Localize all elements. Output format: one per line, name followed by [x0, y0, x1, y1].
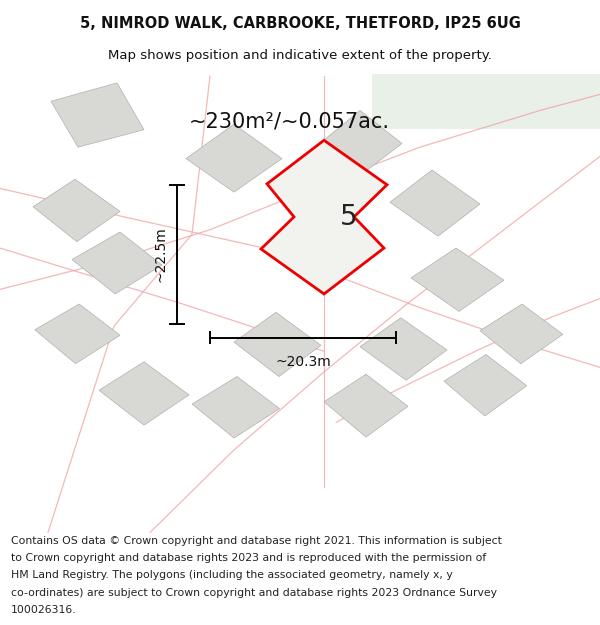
Polygon shape [234, 312, 321, 376]
Polygon shape [261, 140, 387, 294]
Bar [372, 74, 600, 129]
Polygon shape [411, 248, 504, 311]
Polygon shape [72, 232, 162, 294]
Text: Map shows position and indicative extent of the property.: Map shows position and indicative extent… [108, 49, 492, 62]
Polygon shape [186, 124, 282, 192]
Text: HM Land Registry. The polygons (including the associated geometry, namely x, y: HM Land Registry. The polygons (includin… [11, 571, 452, 581]
Polygon shape [360, 318, 447, 380]
Text: 5, NIMROD WALK, CARBROOKE, THETFORD, IP25 6UG: 5, NIMROD WALK, CARBROOKE, THETFORD, IP2… [80, 16, 520, 31]
Polygon shape [33, 179, 120, 242]
Polygon shape [321, 111, 402, 176]
Text: Contains OS data © Crown copyright and database right 2021. This information is : Contains OS data © Crown copyright and d… [11, 536, 502, 546]
Polygon shape [99, 362, 189, 425]
Text: ~22.5m: ~22.5m [153, 226, 167, 282]
Polygon shape [192, 376, 280, 438]
Polygon shape [444, 354, 527, 416]
Polygon shape [480, 304, 563, 364]
Text: ~230m²/~0.057ac.: ~230m²/~0.057ac. [189, 111, 390, 131]
Polygon shape [51, 83, 144, 147]
Text: 5: 5 [340, 202, 357, 231]
Text: 100026316.: 100026316. [11, 604, 76, 614]
Text: co-ordinates) are subject to Crown copyright and database rights 2023 Ordnance S: co-ordinates) are subject to Crown copyr… [11, 588, 497, 598]
Text: ~20.3m: ~20.3m [275, 355, 331, 369]
Polygon shape [390, 170, 480, 236]
Text: to Crown copyright and database rights 2023 and is reproduced with the permissio: to Crown copyright and database rights 2… [11, 553, 486, 563]
Polygon shape [35, 304, 120, 364]
Polygon shape [324, 374, 408, 437]
